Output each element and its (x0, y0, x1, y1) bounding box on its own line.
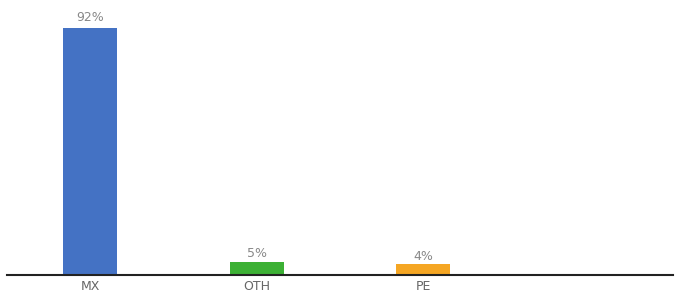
Text: 92%: 92% (76, 11, 104, 24)
Text: 5%: 5% (247, 248, 267, 260)
Bar (230, 262, 284, 275)
Bar (63, 28, 117, 275)
Bar (396, 265, 450, 275)
Text: 4%: 4% (413, 250, 433, 263)
